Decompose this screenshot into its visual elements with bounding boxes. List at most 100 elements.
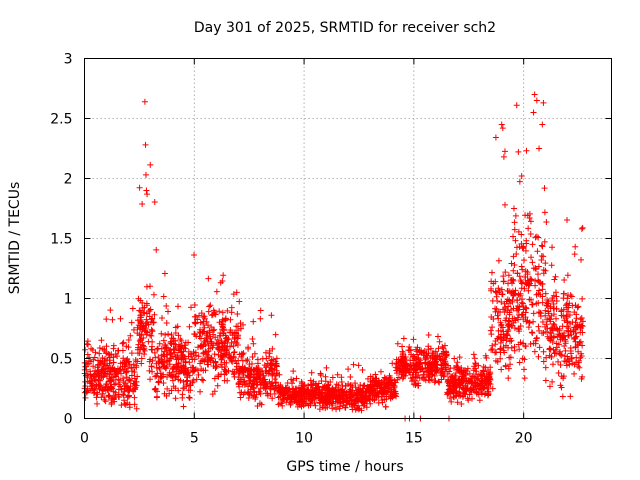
data-point — [492, 134, 499, 141]
data-point — [232, 338, 239, 345]
data-point — [367, 382, 374, 389]
data-point — [473, 383, 480, 390]
data-point — [427, 368, 434, 375]
data-point — [510, 319, 517, 326]
data-point — [261, 376, 268, 383]
data-point — [138, 331, 145, 338]
data-point — [515, 326, 522, 333]
data-point — [500, 333, 507, 340]
data-point — [120, 392, 127, 399]
data-point — [99, 357, 106, 364]
data-point — [160, 371, 167, 378]
data-point — [87, 368, 94, 375]
data-point — [546, 345, 553, 352]
y-tick-labels: 0 0.5 1 1.5 2 2.5 3 — [50, 52, 72, 428]
data-point — [412, 346, 419, 353]
data-point — [415, 382, 422, 389]
data-point — [269, 371, 276, 378]
data-point — [519, 355, 526, 362]
data-point — [533, 334, 540, 341]
data-point — [513, 244, 520, 251]
data-point — [84, 378, 91, 385]
data-point — [535, 309, 542, 316]
data-point — [136, 307, 143, 314]
data-point — [186, 382, 193, 389]
data-point — [100, 373, 107, 380]
data-point — [293, 399, 300, 406]
data-point — [550, 311, 557, 318]
data-point — [180, 362, 187, 369]
data-point — [502, 334, 509, 341]
data-point — [523, 147, 530, 154]
data-point — [489, 324, 496, 331]
data-point — [205, 322, 212, 329]
data-point — [519, 245, 526, 252]
data-point — [375, 377, 382, 384]
data-point — [284, 395, 291, 402]
data-point — [559, 333, 566, 340]
data-point — [177, 336, 184, 343]
data-point — [520, 340, 527, 347]
data-point — [536, 287, 543, 294]
data-point — [290, 385, 297, 392]
data-point — [552, 346, 559, 353]
data-point — [536, 145, 543, 152]
data-point — [428, 368, 435, 375]
data-point — [151, 311, 158, 318]
data-point — [134, 350, 141, 357]
data-point — [213, 288, 220, 295]
data-point — [466, 391, 473, 398]
data-point — [483, 354, 490, 361]
data-point — [505, 344, 512, 351]
data-point — [97, 382, 104, 389]
data-point — [222, 368, 229, 375]
data-point — [288, 394, 295, 401]
data-point — [150, 291, 157, 298]
data-point — [575, 348, 582, 355]
data-point — [520, 257, 527, 264]
data-point — [421, 374, 428, 381]
data-point — [511, 262, 518, 269]
data-point — [488, 314, 495, 321]
data-point — [475, 362, 482, 369]
data-point — [456, 354, 463, 361]
data-point — [139, 339, 146, 346]
data-point — [511, 347, 518, 354]
data-point — [346, 400, 353, 407]
data-point — [249, 354, 256, 361]
data-point — [108, 399, 115, 406]
data-point — [454, 399, 461, 406]
data-point — [487, 327, 494, 334]
data-point — [333, 381, 340, 388]
data-point — [576, 364, 583, 371]
data-point — [356, 405, 363, 412]
data-point — [276, 384, 283, 391]
data-point — [436, 338, 443, 345]
data-point — [541, 238, 548, 245]
data-point — [210, 342, 217, 349]
data-point — [448, 398, 455, 405]
data-point — [219, 318, 226, 325]
data-point — [118, 402, 125, 409]
data-point — [566, 361, 573, 368]
y-tick-label: 2.5 — [50, 112, 72, 128]
data-point — [103, 316, 110, 323]
data-point — [458, 401, 465, 408]
data-point — [564, 217, 571, 224]
data-point — [578, 322, 585, 329]
data-point — [248, 360, 255, 367]
data-point — [139, 325, 146, 332]
data-point — [215, 372, 222, 379]
data-points — [81, 91, 586, 422]
data-point — [547, 383, 554, 390]
data-point — [334, 371, 341, 378]
data-point — [237, 394, 244, 401]
data-point — [110, 396, 117, 403]
data-point — [302, 401, 309, 408]
data-point — [235, 327, 242, 334]
data-point — [522, 304, 529, 311]
data-point — [485, 367, 492, 374]
data-point — [299, 391, 306, 398]
data-point — [452, 381, 459, 388]
data-point — [147, 356, 154, 363]
